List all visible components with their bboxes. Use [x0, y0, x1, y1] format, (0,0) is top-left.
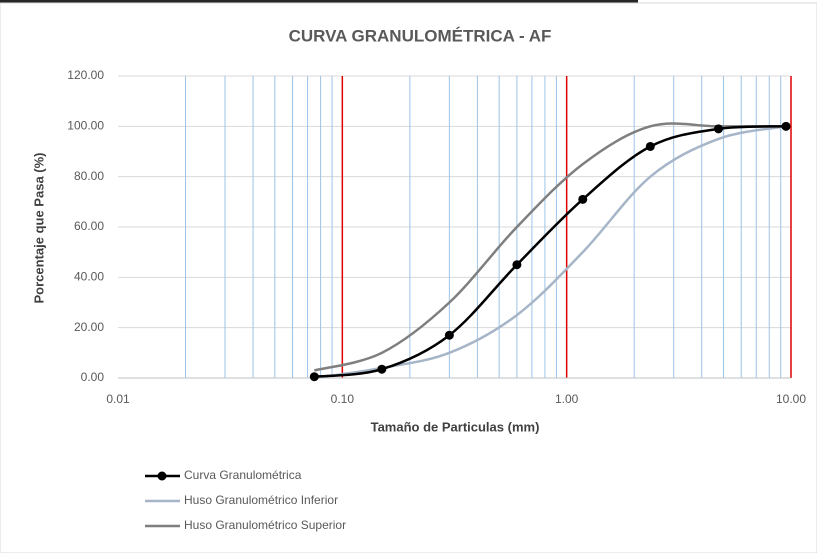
y-tick-label: 120.00	[67, 68, 104, 82]
x-tick-label: 0.01	[106, 392, 130, 406]
y-tick-label: 100.00	[67, 119, 104, 133]
data-point	[377, 364, 387, 374]
y-tick-label: 80.00	[74, 169, 104, 183]
x-tick-label: 10.00	[776, 392, 806, 406]
y-tick-label: 0.00	[81, 370, 105, 384]
x-tick-label: 1.00	[555, 392, 579, 406]
y-tick-label: 60.00	[74, 219, 104, 233]
x-tick-label: 0.10	[331, 392, 355, 406]
series-line	[313, 122, 787, 372]
y-axis-title: Porcentaje que Pasa (%)	[31, 153, 46, 304]
legend-marker	[157, 471, 167, 481]
legend-label: Huso Granulométrico Inferior	[184, 493, 338, 507]
y-tick-label: 20.00	[74, 320, 104, 334]
data-point	[309, 372, 319, 382]
x-axis-title: Tamaño de Particulas (mm)	[371, 419, 540, 434]
legend-label: Huso Granulométrico Superior	[184, 518, 346, 532]
data-point	[578, 194, 588, 204]
chart-title: CURVA GRANULOMÉTRICA - AF	[289, 26, 552, 45]
legend-label: Curva Granulométrica	[184, 468, 302, 482]
window-edge	[0, 0, 638, 3]
data-point	[781, 121, 791, 131]
series-line	[314, 125, 787, 378]
data-point	[444, 330, 454, 340]
data-point	[512, 260, 522, 270]
data-point	[645, 141, 655, 151]
data-point	[713, 124, 723, 134]
y-tick-label: 40.00	[74, 270, 104, 284]
